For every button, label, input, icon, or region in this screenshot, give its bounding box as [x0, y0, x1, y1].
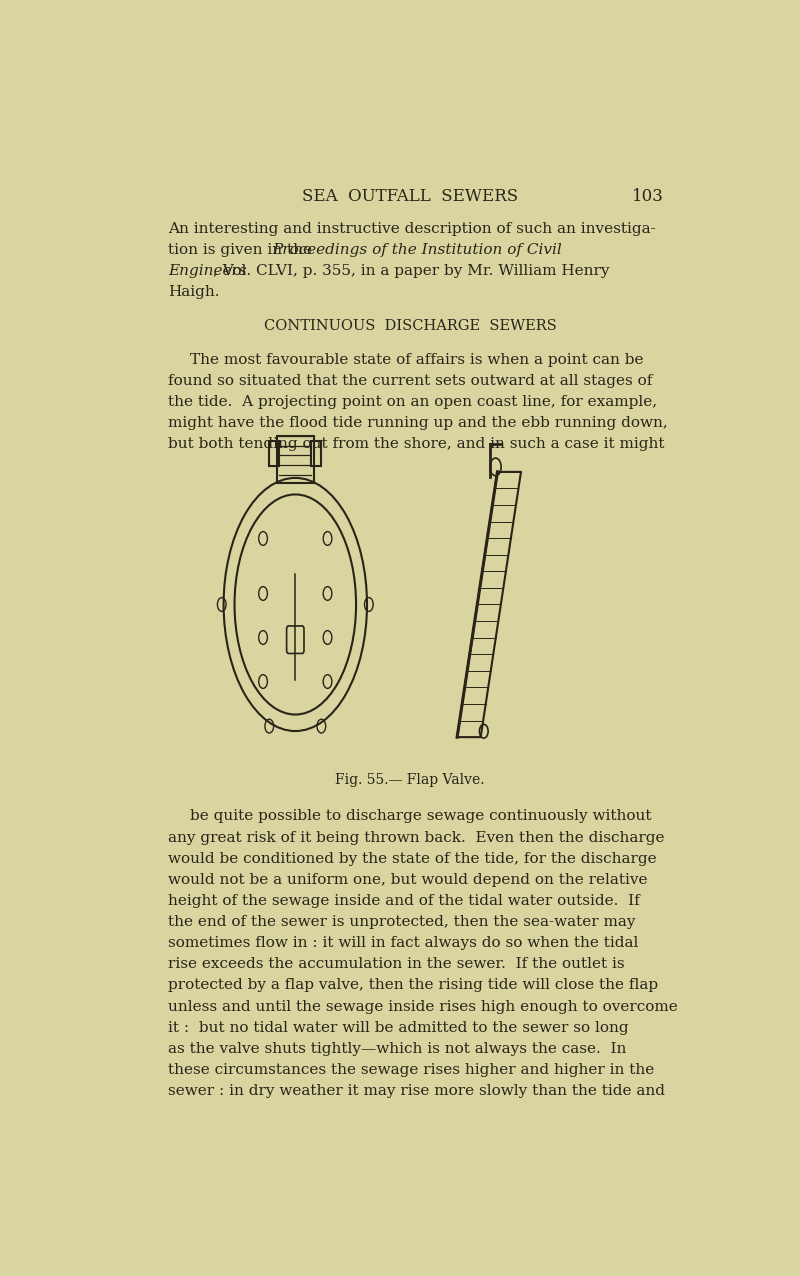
- Text: Fig. 55.— Flap Valve.: Fig. 55.— Flap Valve.: [335, 773, 485, 787]
- Text: be quite possible to discharge sewage continuously without: be quite possible to discharge sewage co…: [190, 809, 651, 823]
- Text: sometimes flow in : it will in fact always do so when the tidal: sometimes flow in : it will in fact alwa…: [168, 937, 638, 951]
- Text: would not be a uniform one, but would depend on the relative: would not be a uniform one, but would de…: [168, 873, 648, 887]
- Text: would be conditioned by the state of the tide, for the discharge: would be conditioned by the state of the…: [168, 851, 657, 865]
- Text: these circumstances the sewage rises higher and higher in the: these circumstances the sewage rises hig…: [168, 1063, 654, 1077]
- Text: found so situated that the current sets outward at all stages of: found so situated that the current sets …: [168, 374, 653, 388]
- Text: tion is given in the: tion is given in the: [168, 242, 317, 256]
- Text: as the valve shuts tightly—which is not always the case.  In: as the valve shuts tightly—which is not …: [168, 1041, 626, 1055]
- Text: Haigh.: Haigh.: [168, 286, 220, 300]
- Text: might have the flood tide running up and the ebb running down,: might have the flood tide running up and…: [168, 416, 668, 430]
- Text: but both tending out from the shore, and in such a case it might: but both tending out from the shore, and…: [168, 438, 665, 452]
- Text: the end of the sewer is unprotected, then the sea-water may: the end of the sewer is unprotected, the…: [168, 915, 636, 929]
- Text: CONTINUOUS  DISCHARGE  SEWERS: CONTINUOUS DISCHARGE SEWERS: [264, 319, 556, 333]
- Text: sewer : in dry weather it may rise more slowly than the tide and: sewer : in dry weather it may rise more …: [168, 1085, 666, 1099]
- Text: it :  but no tidal water will be admitted to the sewer so long: it : but no tidal water will be admitted…: [168, 1021, 629, 1035]
- Bar: [277, 435, 314, 482]
- Bar: [311, 440, 322, 466]
- Text: 103: 103: [632, 189, 664, 205]
- Text: protected by a flap valve, then the rising tide will close the flap: protected by a flap valve, then the risi…: [168, 979, 658, 993]
- Bar: [270, 440, 279, 466]
- Text: unless and until the sewage inside rises high enough to overcome: unless and until the sewage inside rises…: [168, 999, 678, 1013]
- Text: rise exceeds the accumulation in the sewer.  If the outlet is: rise exceeds the accumulation in the sew…: [168, 957, 625, 971]
- Text: The most favourable state of affairs is when a point can be: The most favourable state of affairs is …: [190, 353, 643, 367]
- Text: any great risk of it being thrown back.  Even then the discharge: any great risk of it being thrown back. …: [168, 831, 665, 845]
- Text: Engineers: Engineers: [168, 264, 247, 278]
- Text: height of the sewage inside and of the tidal water outside.  If: height of the sewage inside and of the t…: [168, 894, 640, 909]
- Text: An interesting and instructive description of such an investiga-: An interesting and instructive descripti…: [168, 222, 656, 236]
- Text: the tide.  A projecting point on an open coast line, for example,: the tide. A projecting point on an open …: [168, 396, 658, 410]
- Text: , Vol. CLVI, p. 355, in a paper by Mr. William Henry: , Vol. CLVI, p. 355, in a paper by Mr. W…: [213, 264, 610, 278]
- Text: Proceedings of the Institution of Civil: Proceedings of the Institution of Civil: [272, 242, 562, 256]
- Text: SEA  OUTFALL  SEWERS: SEA OUTFALL SEWERS: [302, 189, 518, 205]
